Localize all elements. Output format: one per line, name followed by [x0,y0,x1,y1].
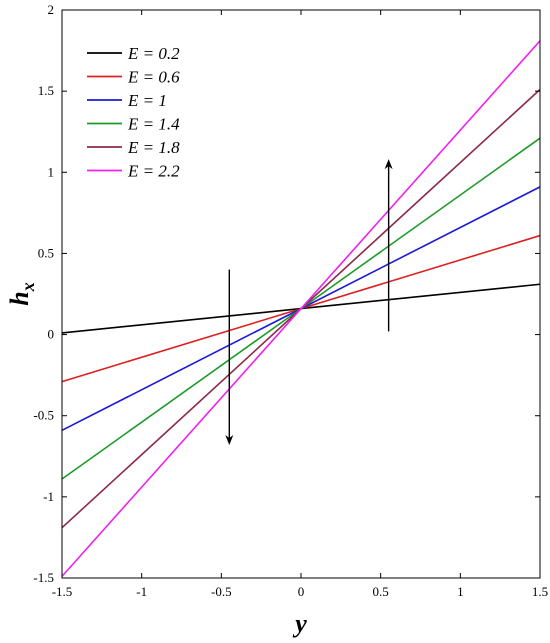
legend-label-5: E = 2.2 [127,162,180,181]
y-axis-title-main: h [5,291,34,305]
legend-label-0: E = 0.2 [127,44,180,63]
plot-frame [61,9,541,579]
x-tick-label: -1.5 [52,584,73,599]
legend-label-2: E = 1 [127,91,167,110]
y-tick-label: 2 [48,2,55,17]
y-tick-label: 0 [48,327,55,342]
y-tick-label: -1.5 [33,570,54,585]
legend-label-1: E = 0.6 [127,68,180,87]
plot-area [61,40,541,577]
y-axis-title-subscript: x [18,282,38,292]
legend: E = 0.2 E = 0.6 E = 1 E = 1.4 E = 1.8 E = 2.2 [87,44,180,181]
x-tick-label: 1 [457,584,464,599]
x-tick-label: 0.5 [373,584,389,599]
x-axis-title: y [292,609,307,638]
y-tick-label: -1 [43,489,54,504]
x-tick-label: -1 [136,584,147,599]
x-tick-label: 1.5 [532,584,548,599]
legend-label-4: E = 1.8 [127,138,180,157]
tick-labels: -1.5 -1 -0.5 0 0.5 1 1.5 -1.5 -1 -0.5 0 0.5 1 1.5 2 [33,2,548,599]
y-tick-label: 1.5 [38,83,54,98]
y-tick-label: -0.5 [33,408,54,423]
legend-label-3: E = 1.4 [127,115,180,134]
x-tick-label: -0.5 [211,584,232,599]
y-tick-label: 1 [48,164,55,179]
series-line-5 [61,40,541,577]
y-axis-title: hx [5,282,38,305]
x-tick-label: 0 [298,584,305,599]
y-tick-label: 0.5 [38,245,54,260]
